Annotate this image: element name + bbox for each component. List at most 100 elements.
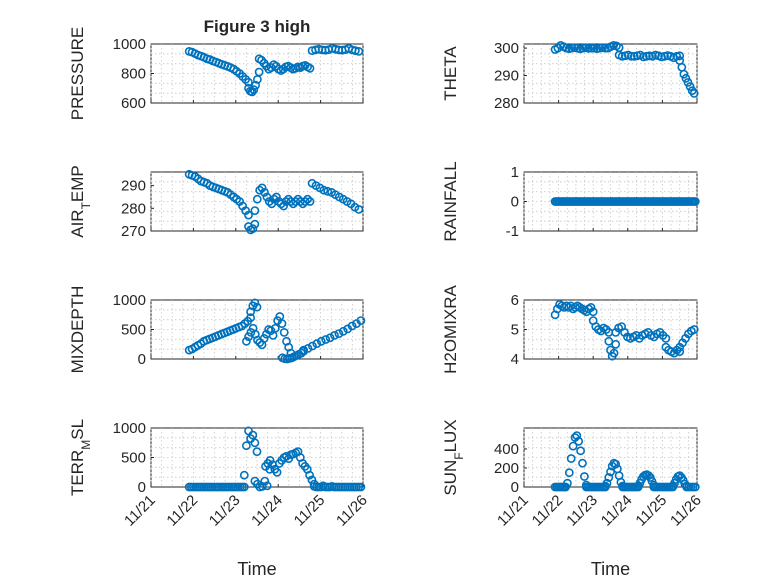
y-axis-label: TERRMSL bbox=[68, 419, 93, 496]
y-tick-label: 6 bbox=[511, 292, 519, 309]
data-point bbox=[350, 46, 360, 55]
subplot-5: 0 500 1000 MIXDEPTH bbox=[68, 286, 366, 373]
y-tick-label: 300 bbox=[494, 40, 519, 57]
data-point bbox=[260, 187, 269, 197]
data-point bbox=[271, 192, 281, 202]
y-tick-label: 800 bbox=[121, 66, 146, 83]
x-tick-label: 11/25 bbox=[291, 492, 329, 530]
x-tick-label: 11/21 bbox=[121, 492, 159, 530]
data-point bbox=[319, 185, 329, 195]
data-point bbox=[602, 478, 612, 488]
data-points bbox=[184, 426, 366, 492]
data-point bbox=[675, 51, 685, 61]
data-point bbox=[255, 185, 265, 195]
data-point bbox=[334, 329, 344, 338]
data-point bbox=[563, 478, 572, 488]
y-tick-label: 290 bbox=[494, 68, 519, 85]
data-points bbox=[550, 197, 700, 206]
y-tick-label: 0 bbox=[511, 194, 519, 211]
y-tick-label: 290 bbox=[121, 178, 146, 195]
data-point bbox=[586, 43, 596, 53]
data-point bbox=[316, 336, 326, 346]
subplot-4: -1 0 1 RAINFALL bbox=[441, 161, 700, 242]
y-tick-label: 0 bbox=[138, 479, 146, 496]
data-point bbox=[580, 472, 589, 481]
data-point bbox=[272, 467, 282, 477]
data-point bbox=[588, 307, 598, 317]
data-point bbox=[303, 343, 313, 353]
x-tick-label: 11/25 bbox=[632, 492, 670, 530]
data-point bbox=[305, 197, 315, 206]
data-point bbox=[279, 327, 289, 337]
data-point bbox=[260, 476, 270, 486]
data-point bbox=[244, 210, 253, 220]
y-axis-label: H2OMIXRA bbox=[441, 284, 460, 373]
y-tick-label: 280 bbox=[494, 95, 519, 112]
data-point bbox=[239, 482, 249, 492]
data-point bbox=[247, 87, 257, 97]
data-point bbox=[252, 447, 262, 456]
x-tick-label: 11/23 bbox=[563, 492, 601, 530]
data-point bbox=[239, 470, 249, 480]
x-tick-label: 11/22 bbox=[529, 492, 567, 530]
data-points bbox=[550, 41, 699, 98]
y-tick-label: 500 bbox=[121, 450, 146, 467]
y-tick-label: 600 bbox=[121, 95, 146, 112]
data-point bbox=[321, 335, 331, 344]
data-point bbox=[675, 347, 685, 356]
data-point bbox=[356, 482, 366, 492]
data-point bbox=[354, 47, 364, 56]
data-point bbox=[246, 313, 255, 323]
data-points bbox=[184, 298, 366, 364]
y-tick-label: 5 bbox=[511, 322, 519, 339]
data-point bbox=[241, 336, 251, 346]
data-point bbox=[249, 85, 259, 95]
data-point bbox=[250, 298, 260, 308]
y-tick-label: 1000 bbox=[113, 292, 146, 309]
subplot-3: 270 280 290 AIRTEMP bbox=[68, 165, 364, 240]
y-tick-label: 4 bbox=[511, 351, 519, 368]
y-tick-label: 400 bbox=[494, 441, 519, 458]
data-point bbox=[604, 336, 614, 346]
data-point bbox=[259, 333, 269, 343]
data-point bbox=[330, 330, 339, 340]
y-tick-label: -1 bbox=[506, 223, 519, 240]
data-point bbox=[338, 326, 348, 336]
data-point bbox=[689, 89, 699, 98]
data-point bbox=[241, 441, 251, 451]
grid bbox=[523, 428, 698, 487]
data-point bbox=[251, 80, 260, 90]
data-point bbox=[564, 468, 574, 478]
data-point bbox=[568, 441, 578, 451]
data-point bbox=[305, 63, 315, 73]
data-points bbox=[550, 431, 700, 492]
y-tick-label: 500 bbox=[121, 322, 146, 339]
data-point bbox=[576, 446, 585, 456]
y-tick-label: 0 bbox=[511, 479, 519, 496]
data-point bbox=[604, 473, 614, 482]
y-tick-label: 1 bbox=[511, 164, 519, 181]
data-point bbox=[254, 67, 264, 77]
x-axis-label: Time bbox=[591, 559, 630, 579]
data-point bbox=[685, 82, 695, 91]
data-point bbox=[303, 194, 312, 204]
data-point bbox=[257, 183, 267, 193]
data-point bbox=[248, 430, 258, 440]
y-axis-label: THETA bbox=[441, 46, 460, 101]
data-point bbox=[276, 199, 286, 209]
subplot-6: 4 5 6 H2OMIXRA bbox=[441, 284, 699, 374]
data-point bbox=[347, 321, 357, 331]
x-tick-label: 11/24 bbox=[248, 492, 286, 530]
data-point bbox=[312, 339, 322, 349]
data-point bbox=[252, 302, 262, 312]
data-point bbox=[566, 454, 576, 463]
y-axis-label: AIRTEMP bbox=[68, 165, 93, 238]
x-tick-label: 11/22 bbox=[163, 492, 201, 530]
data-point bbox=[572, 431, 582, 440]
data-point bbox=[262, 481, 272, 491]
data-point bbox=[356, 316, 366, 325]
y-tick-label: 1000 bbox=[113, 36, 146, 53]
data-point bbox=[626, 51, 636, 61]
data-point bbox=[270, 323, 280, 333]
